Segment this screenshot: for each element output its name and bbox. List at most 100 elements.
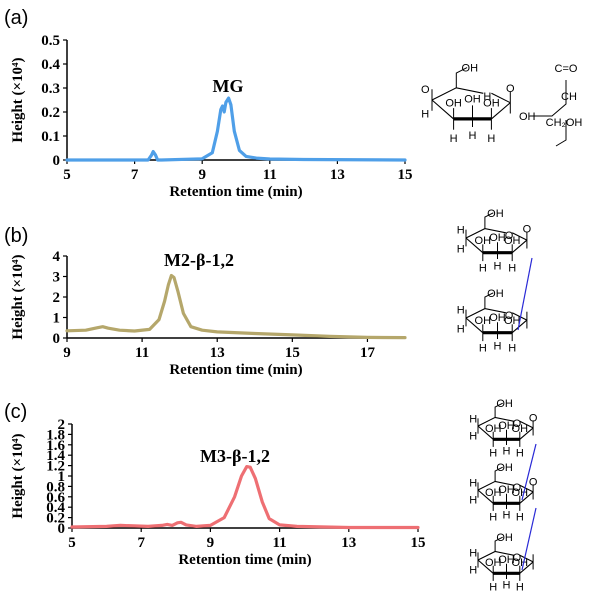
structure-label: OH (485, 423, 502, 435)
panel-label: (c) (4, 401, 27, 423)
ring-bond (465, 317, 484, 334)
ring-bond (431, 99, 454, 120)
structure-label: C=O (555, 63, 578, 75)
series-line (65, 273, 407, 340)
structure-label: OH (498, 420, 515, 432)
x-tick-label: 9 (198, 167, 206, 183)
structure-label: OH (445, 98, 462, 110)
ring-bond (465, 237, 484, 254)
structure-label: H (516, 512, 524, 524)
x-tick-label: 17 (360, 345, 376, 361)
y-tick-label: 4 (53, 249, 61, 265)
structure-label: H (479, 342, 487, 354)
y-tick-label: 0 (53, 153, 61, 169)
ch2oh-bond (484, 212, 494, 229)
ring-bond (491, 92, 511, 104)
structure-label: H (503, 446, 511, 458)
y-tick-label: 0.2 (41, 105, 60, 121)
x-tick-label: 5 (63, 167, 71, 183)
y-tick-label: 0.4 (41, 57, 60, 73)
y-tick-label: 0.2 (46, 511, 65, 527)
y-tick-label: 1.6 (46, 438, 65, 454)
ch2oh-bond (494, 402, 503, 418)
ring-bond (519, 554, 534, 563)
structure-label: OH (462, 63, 479, 75)
structure-label: CH (561, 91, 577, 103)
ch2oh-bond (494, 466, 503, 482)
structure-label: H (489, 582, 497, 594)
structure-label: OH (512, 487, 529, 499)
structure-label: H (516, 582, 524, 594)
peak-label: M2-β-1,2 (164, 250, 234, 270)
structure-label: OH (498, 484, 515, 496)
panel-label: (b) (4, 225, 28, 247)
x-tick-label: 15 (285, 345, 300, 361)
y-tick-label: 0.8 (46, 479, 65, 495)
x-axis-title: Retention time (min) (169, 362, 302, 378)
glycosidic-link (521, 507, 537, 571)
chart-panel-c: (c) 00.20.40.60.811.21.41.61.82 5 7 9 11 13 15 R… (4, 401, 426, 568)
series-line (70, 465, 420, 530)
structure-label: OH (519, 111, 536, 123)
side-chain-bond (530, 80, 567, 117)
ring-bond (511, 319, 528, 334)
x-tick-label: 13 (210, 345, 225, 361)
structure-label: O (505, 230, 514, 242)
structure-label: O (529, 476, 538, 488)
structure-label: H (479, 262, 487, 274)
structure-label: H (457, 244, 465, 256)
ch2oh-bond (484, 292, 494, 309)
structure-label: OH (504, 315, 521, 327)
y-tick-label: 2 (53, 290, 61, 306)
ring-bond (511, 312, 528, 321)
x-tick-label: 15 (398, 167, 413, 183)
structure-label: H (469, 565, 477, 577)
structure-label: H (503, 510, 511, 522)
peak-label: M3-β-1,2 (200, 446, 270, 466)
structure-label: O (421, 84, 430, 96)
glycosidic-link (521, 443, 537, 501)
ring-bond (519, 561, 534, 574)
structure-label: OH (475, 235, 492, 247)
structure-label: O (513, 482, 522, 494)
x-tick-label: 15 (411, 535, 426, 551)
y-tick-label: 1.8 (46, 427, 65, 443)
x-tick-label: 5 (68, 535, 76, 551)
ch2oh-bond (455, 67, 468, 88)
y-tick-label: 3 (53, 270, 61, 286)
structure-label: H (457, 225, 465, 237)
ring-bond (511, 239, 528, 254)
structure-label: OH (464, 94, 481, 106)
structure-label: OH (487, 288, 504, 300)
ring-bond (477, 425, 494, 440)
structures-layer: OHHOHOHHOHHOHHOOHC=OCHCH₂OHOHOHHOHHOHHOH… (421, 63, 582, 594)
structure-label: O (505, 310, 514, 322)
y-tick-label: 1 (53, 311, 61, 327)
structure-label: OH (504, 235, 521, 247)
structure-label: H (489, 512, 497, 524)
x-tick-label: 11 (273, 535, 287, 551)
structure-label: H (508, 342, 516, 354)
structure-label: OH (483, 98, 500, 110)
ring-bond (519, 427, 534, 440)
y-tick-label: 0.1 (41, 129, 60, 145)
structure-label: H (508, 262, 516, 274)
structure-label: OH (489, 232, 506, 244)
structure-label: H (469, 495, 477, 507)
x-tick-label: 13 (341, 535, 356, 551)
structure-label: OH (496, 398, 513, 410)
structure-label: H (516, 448, 524, 460)
y-tick-label: 1 (58, 469, 66, 485)
structure-label: H (469, 547, 477, 559)
y-tick-label: 0.6 (46, 490, 65, 506)
y-tick-label: 0.5 (41, 33, 60, 49)
structure-label: O (529, 412, 538, 424)
structure-label: H (487, 133, 495, 145)
ring-bond (477, 489, 494, 504)
x-tick-label: 7 (131, 167, 139, 183)
